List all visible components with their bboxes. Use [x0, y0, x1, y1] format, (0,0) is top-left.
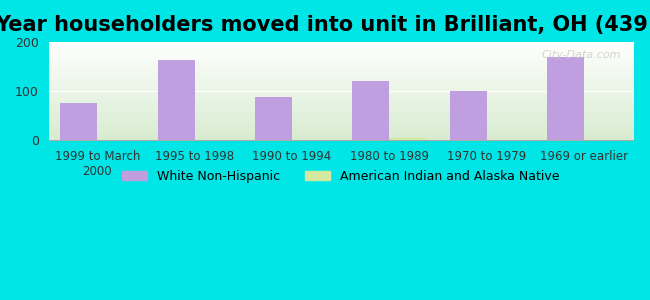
Bar	[255, 97, 292, 140]
Legend: White Non-Hispanic, American Indian and Alaska Native: White Non-Hispanic, American Indian and …	[117, 165, 565, 188]
Bar	[60, 103, 98, 140]
Bar	[158, 60, 195, 140]
Text: City-Data.com: City-Data.com	[541, 50, 621, 60]
Title: Year householders moved into unit in Brilliant, OH (43913): Year householders moved into unit in Bri…	[0, 15, 650, 35]
Bar	[352, 81, 389, 140]
Bar	[389, 138, 426, 140]
Bar	[547, 57, 584, 140]
Bar	[450, 91, 487, 140]
